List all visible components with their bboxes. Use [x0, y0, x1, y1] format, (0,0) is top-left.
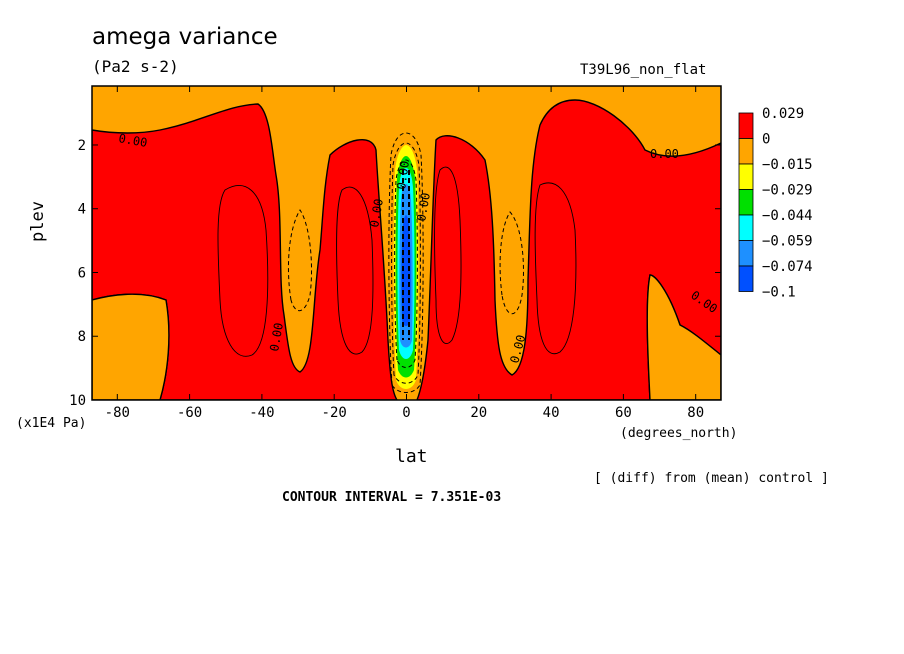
- colorbar-label-2: −0.015: [762, 157, 813, 173]
- colorbar-label-4: −0.044: [762, 208, 813, 224]
- x-tick-label-2: -40: [249, 405, 274, 421]
- contour-label-3: 0.00: [267, 322, 286, 353]
- colorbar-label-6: −0.074: [762, 259, 813, 275]
- x-axis-label: lat: [395, 446, 428, 467]
- colorbar-label-0: 0.029: [762, 106, 804, 122]
- y-axis-units: (x1E4 Pa): [16, 416, 87, 431]
- y-tick-label-1: 4: [78, 202, 86, 218]
- contour-label-0: 0.00: [117, 131, 148, 150]
- x-axis-units: (degrees_north): [620, 426, 738, 441]
- x-tick-label-3: -20: [322, 405, 347, 421]
- chart-units: (Pa2 s-2): [92, 57, 179, 76]
- x-tick-label-7: 60: [615, 405, 632, 421]
- colorbar-swatch-3: [738, 189, 754, 216]
- contour-label-7: 0.00: [394, 160, 412, 191]
- x-tick-label-5: 20: [470, 405, 487, 421]
- y-tick-label-4: 10: [69, 393, 86, 409]
- y-tick-label-2: 6: [78, 265, 86, 281]
- x-tick-label-8: 80: [687, 405, 704, 421]
- contour-label-4: 0.00: [367, 198, 386, 229]
- y-tick-label-0: 2: [78, 138, 86, 154]
- y-tick-label-3: 8: [78, 329, 86, 345]
- colorbar-label-3: −0.029: [762, 183, 813, 199]
- contour-label-1: 0.00: [650, 147, 679, 161]
- diff-annotation: [ (diff) from (mean) control ]: [594, 471, 829, 486]
- colorbar-label-5: −0.059: [762, 234, 813, 250]
- colorbar-swatch-4: [738, 214, 754, 241]
- colorbar-swatch-6: [738, 265, 754, 292]
- colorbar-swatch-1: [738, 138, 754, 165]
- contour-interval: CONTOUR INTERVAL = 7.351E-03: [282, 490, 502, 505]
- colorbar-label-1: 0: [762, 132, 770, 148]
- colorbar-swatch-5: [738, 240, 754, 267]
- contour-label-5: 0.00: [414, 192, 433, 223]
- x-tick-label-6: 40: [543, 405, 560, 421]
- chart-title: amega variance: [92, 24, 278, 50]
- x-tick-label-4: 0: [402, 405, 410, 421]
- run-label: T39L96_non_flat: [580, 62, 707, 78]
- x-tick-label-0: -80: [105, 405, 130, 421]
- colorbar-swatch-2: [738, 163, 754, 190]
- x-tick-label-1: -60: [177, 405, 202, 421]
- colorbar-label-7: −0.1: [762, 285, 796, 301]
- colorbar-swatch-0: [738, 112, 754, 139]
